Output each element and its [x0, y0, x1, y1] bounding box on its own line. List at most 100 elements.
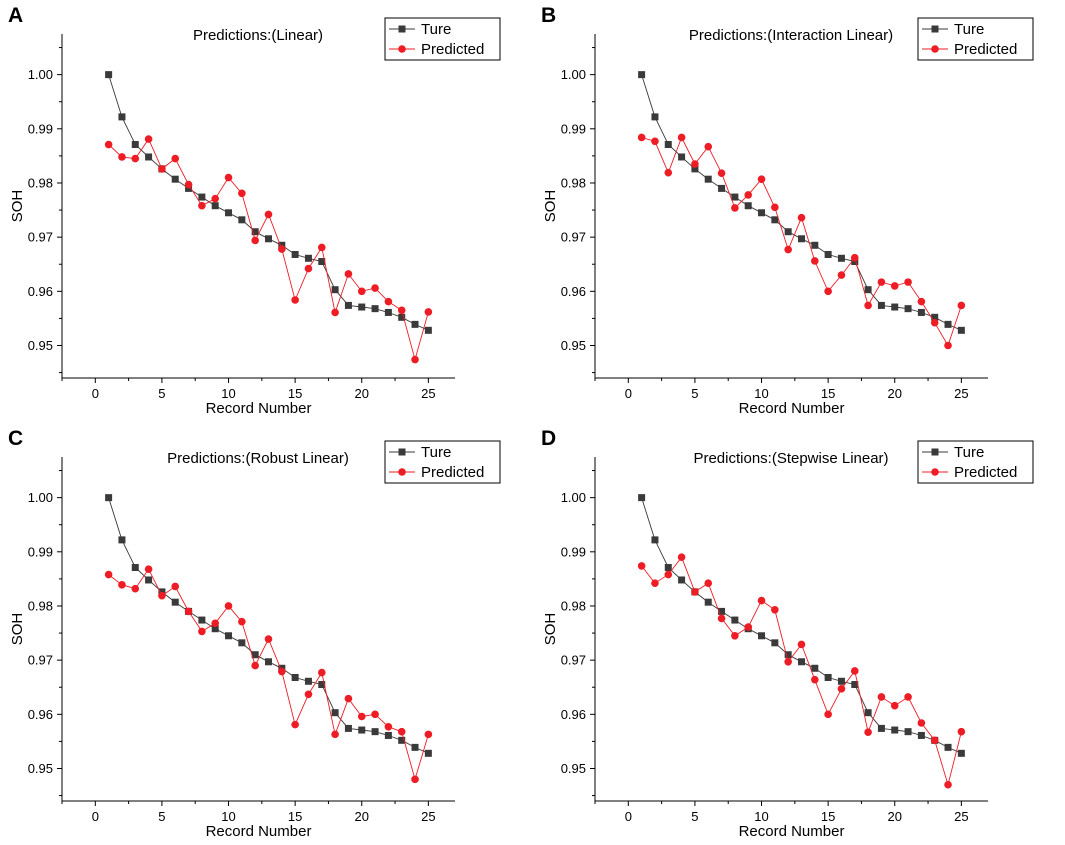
y-tick-label: 0.99 [561, 544, 586, 559]
data-point-predicted [397, 306, 406, 315]
chart-panel-d: D 0 5 10 15 20 25 0.95 0.96 0.97 0.98 0.99 1.00 Recor… [533, 423, 1065, 845]
data-point-predicted [651, 137, 659, 146]
x-tick-label: 15 [821, 386, 835, 401]
legend-marker-square [931, 25, 939, 33]
data-point-predicted [837, 271, 846, 279]
data-point-ture [864, 709, 872, 717]
legend-marker-circle [931, 45, 939, 53]
legend-box [384, 17, 501, 61]
data-point-ture [678, 576, 686, 584]
data-point-ture [718, 607, 726, 615]
data-point-predicted [930, 736, 939, 745]
data-point-ture [931, 313, 939, 321]
panel-letter: B [541, 4, 556, 27]
data-point-predicted [691, 588, 699, 596]
data-point-ture [638, 494, 646, 502]
series-line-ture [108, 74, 429, 331]
data-point-predicted [304, 264, 313, 273]
data-point-ture [398, 313, 406, 321]
x-axis-label: Record Number [206, 400, 312, 417]
data-point-predicted [637, 133, 646, 142]
series-line-ture [641, 497, 962, 754]
data-point-predicted [144, 135, 153, 143]
data-point-predicted [757, 596, 766, 605]
data-point-predicted [264, 635, 273, 643]
data-point-ture [105, 494, 113, 502]
data-point-ture [318, 258, 326, 266]
data-point-predicted [118, 581, 126, 589]
y-axis-label: SOH [542, 190, 559, 223]
data-point-predicted [811, 257, 819, 265]
legend-marker-circle [931, 468, 939, 476]
data-point-predicted [384, 722, 393, 731]
data-point-ture [837, 254, 845, 262]
data-point-predicted [784, 657, 792, 666]
legend-marker-square [398, 448, 406, 456]
data-point-ture [131, 141, 139, 149]
data-point-predicted [317, 243, 326, 252]
data-point-predicted [877, 693, 886, 701]
legend-label: Predicted [954, 464, 1017, 481]
data-point-ture [904, 305, 912, 313]
x-tick-label: 0 [92, 809, 99, 824]
data-point-ture [145, 153, 153, 161]
data-point-ture [651, 113, 659, 121]
x-tick-label: 20 [355, 809, 369, 824]
y-tick-label: 0.95 [28, 338, 53, 353]
data-point-predicted [797, 213, 806, 222]
data-point-ture [344, 724, 352, 732]
data-point-predicted [904, 693, 912, 701]
panel-letter: D [541, 427, 556, 450]
x-axis-label: Record Number [739, 400, 845, 417]
data-point-ture [758, 632, 766, 640]
data-point-ture [411, 320, 419, 328]
data-point-predicted [238, 617, 246, 626]
data-point-predicted [784, 245, 792, 254]
data-point-ture [225, 209, 233, 217]
data-point-predicted [278, 667, 286, 676]
data-point-ture [904, 728, 912, 736]
data-point-predicted [664, 168, 673, 177]
data-point-predicted [864, 728, 872, 736]
data-point-predicted [198, 627, 206, 636]
data-point-predicted [224, 173, 233, 182]
legend-label: Ture [954, 444, 984, 461]
data-point-predicted [357, 287, 366, 296]
data-point-predicted [131, 584, 140, 593]
x-tick-label: 5 [158, 809, 165, 824]
data-point-ture [877, 724, 885, 732]
data-point-ture [238, 216, 246, 224]
data-point-predicted [184, 180, 193, 189]
data-point-predicted [211, 619, 220, 628]
series-line-ture [108, 497, 429, 754]
data-point-ture [651, 536, 659, 544]
data-point-ture [758, 209, 766, 217]
data-point-ture [731, 616, 739, 624]
data-point-predicted [131, 154, 140, 163]
y-tick-label: 0.96 [28, 707, 53, 722]
data-point-predicted [744, 623, 753, 631]
data-point-ture [704, 175, 712, 183]
data-point-predicted [198, 201, 206, 210]
legend-box [917, 440, 1034, 484]
panel-letter: C [8, 427, 23, 450]
y-tick-label: 1.00 [561, 490, 586, 505]
y-tick-label: 0.98 [28, 598, 53, 613]
y-tick-label: 0.95 [561, 338, 586, 353]
data-point-ture [864, 286, 872, 294]
data-point-ture [384, 731, 392, 739]
data-point-ture [424, 326, 432, 334]
data-point-ture [678, 153, 686, 161]
x-tick-label: 15 [821, 809, 835, 824]
data-point-ture [291, 250, 299, 258]
data-point-predicted [930, 318, 939, 327]
data-point-ture [784, 651, 792, 659]
data-point-predicted [771, 203, 779, 212]
data-point-ture [398, 736, 406, 744]
data-point-ture [131, 564, 139, 572]
panel-letter: A [8, 4, 23, 27]
series-line-predicted [108, 568, 429, 781]
data-point-ture [824, 673, 832, 681]
data-point-ture [811, 241, 819, 249]
legend-label: Predicted [954, 41, 1017, 58]
